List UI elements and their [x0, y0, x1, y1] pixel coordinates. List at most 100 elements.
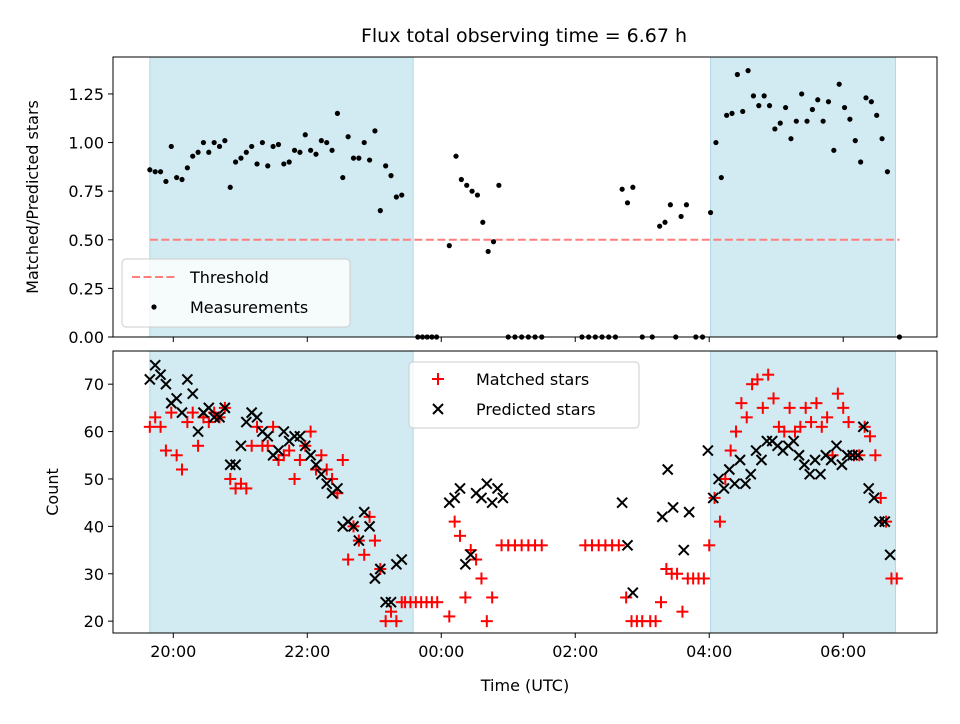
predicted-star-point-b	[475, 492, 488, 504]
predicted-star-point-b	[702, 444, 714, 457]
matched-star-point	[293, 454, 306, 467]
predicted-star-point	[160, 378, 172, 390]
matched-star-point	[821, 411, 834, 424]
matched-star-point	[810, 397, 823, 410]
legend-predicted-swatch	[432, 403, 444, 415]
matched-star-point	[831, 387, 844, 400]
measurement-point	[662, 219, 668, 225]
predicted-star-point-b	[814, 468, 827, 480]
predicted-star-point-b	[219, 402, 231, 414]
top-legend: Threshold Measurements	[121, 258, 351, 328]
matched-star-point	[385, 605, 398, 618]
measurement-point	[793, 118, 799, 124]
measurement-point	[356, 155, 362, 161]
matched-star-point	[724, 444, 737, 457]
matched-star-point	[320, 463, 333, 476]
matched-star-point	[390, 615, 403, 628]
measurement-point	[366, 157, 373, 163]
predicted-star-point	[702, 444, 714, 457]
legend-predicted-label: Predicted stars	[476, 400, 596, 419]
predicted-star-point-b	[347, 520, 360, 533]
matched-star-point	[751, 373, 764, 386]
matched-star-point	[149, 411, 162, 424]
predicted-star-point-b	[718, 482, 730, 495]
predicted-star-point	[353, 534, 365, 547]
matched-star-point	[336, 454, 349, 467]
predicted-star-point-b	[251, 411, 263, 424]
measurement-point	[474, 192, 481, 198]
matched-star-point	[454, 529, 467, 542]
bottom-y-ticks: 20 30 40 50 60 70	[84, 375, 113, 631]
measurement-point	[683, 202, 690, 208]
predicted-star-point-b	[667, 501, 679, 514]
matched-star-point	[890, 572, 903, 585]
bottom-x-ticks: 20:00 22:00 00:00 02:00 04:00 06:00	[150, 633, 866, 661]
measurement-point	[184, 165, 190, 171]
predicted-star-point	[667, 501, 679, 514]
measurement-point	[756, 103, 762, 109]
predicted-star-point	[149, 359, 161, 371]
predicted-star-point-b	[320, 477, 333, 490]
predicted-star-point-b	[656, 511, 669, 523]
predicted-star-point	[385, 596, 397, 608]
predicted-star-point	[213, 411, 226, 424]
measurement-point	[190, 153, 196, 159]
bottom-plot-frame	[112, 350, 938, 634]
matched-star-point	[864, 430, 877, 443]
legend-plus-marker	[432, 373, 444, 385]
matched-star-point	[251, 420, 264, 433]
top-panel: 0.00 0.25 0.50 0.75 1.00 1.25 Matched/Predict…	[23, 56, 938, 347]
predicted-star-point-b	[176, 406, 188, 419]
predicted-star-point	[251, 411, 263, 424]
predicted-star-point-b	[683, 506, 695, 518]
predicted-star-point-b	[734, 454, 746, 466]
predicted-star-point	[793, 449, 805, 461]
predicted-star-point-b	[342, 515, 354, 528]
top-y-tick-label: 1.25	[68, 85, 104, 104]
predicted-star-point-b	[766, 435, 778, 447]
predicted-star-point	[852, 449, 864, 461]
measurement-point	[453, 153, 459, 159]
measurement-point	[147, 167, 153, 173]
matched-star-point	[181, 416, 194, 429]
predicted-star-point	[363, 520, 376, 533]
matched-star-point	[283, 444, 296, 457]
legend-measurements-swatch	[151, 304, 157, 310]
measurement-point	[297, 149, 303, 155]
predicted-star-point	[154, 368, 167, 381]
measurement-point	[841, 104, 848, 111]
predicted-star-point-b	[187, 387, 199, 400]
legend-matched-swatch	[432, 373, 444, 385]
matched-star-point	[612, 539, 625, 552]
matched-star-point	[805, 416, 818, 429]
predicted-star-point	[203, 402, 215, 414]
predicted-star-point-b	[830, 440, 843, 452]
measurement-point	[858, 159, 864, 165]
matched-star-point	[224, 472, 237, 485]
matched-star-point	[448, 515, 461, 528]
predicted-star-point-b	[192, 425, 204, 438]
matched-star-point	[431, 596, 444, 609]
predicted-star-point-b	[755, 454, 768, 466]
measurement-point	[788, 136, 794, 142]
bottom-y-tick-label: 60	[84, 423, 104, 442]
predicted-star-markers	[144, 359, 896, 608]
matched-star-point	[240, 482, 253, 495]
predicted-star-point	[884, 549, 896, 561]
predicted-star-point-b	[315, 468, 328, 480]
predicted-star-point-b	[481, 477, 493, 490]
predicted-star-point-b	[616, 496, 628, 509]
measurement-point	[211, 139, 217, 146]
x-tick-label: 22:00	[284, 642, 330, 661]
matched-star-point	[358, 548, 371, 561]
measurement-point	[772, 126, 778, 132]
predicted-star-point	[331, 482, 344, 495]
predicted-star-point	[448, 492, 461, 504]
measurement-point	[222, 138, 228, 144]
predicted-star-point-b	[170, 392, 183, 405]
top-y-ticks: 0.00 0.25 0.50 0.75 1.00 1.25	[68, 85, 113, 347]
matched-star-point	[837, 401, 850, 414]
measurement-point	[238, 155, 244, 161]
predicted-star-point-b	[486, 496, 498, 509]
top-plot-frame	[112, 56, 938, 338]
